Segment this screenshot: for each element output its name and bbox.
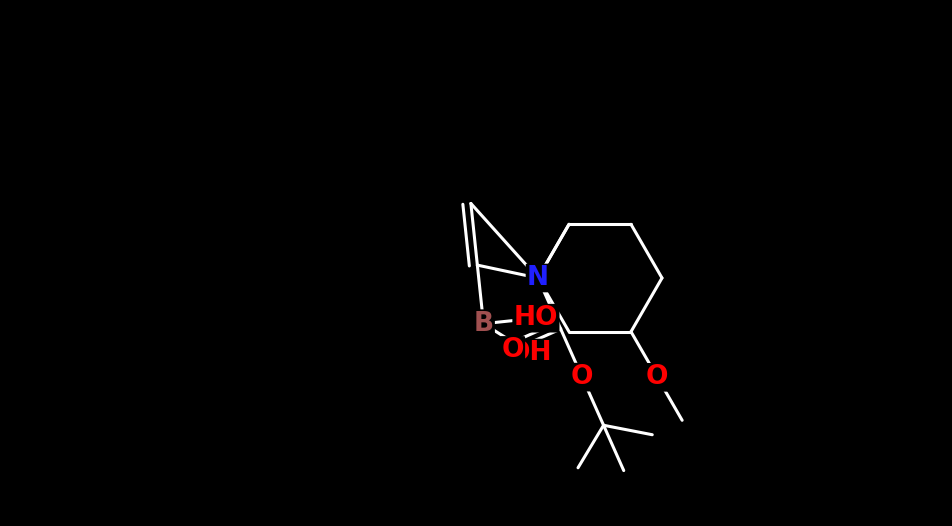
Text: N: N — [526, 265, 548, 291]
Text: O: O — [645, 365, 668, 390]
Text: HO: HO — [513, 305, 558, 331]
Text: O: O — [570, 364, 593, 390]
Text: B: B — [473, 311, 493, 337]
Text: O: O — [501, 337, 524, 363]
Text: OH: OH — [507, 340, 552, 366]
